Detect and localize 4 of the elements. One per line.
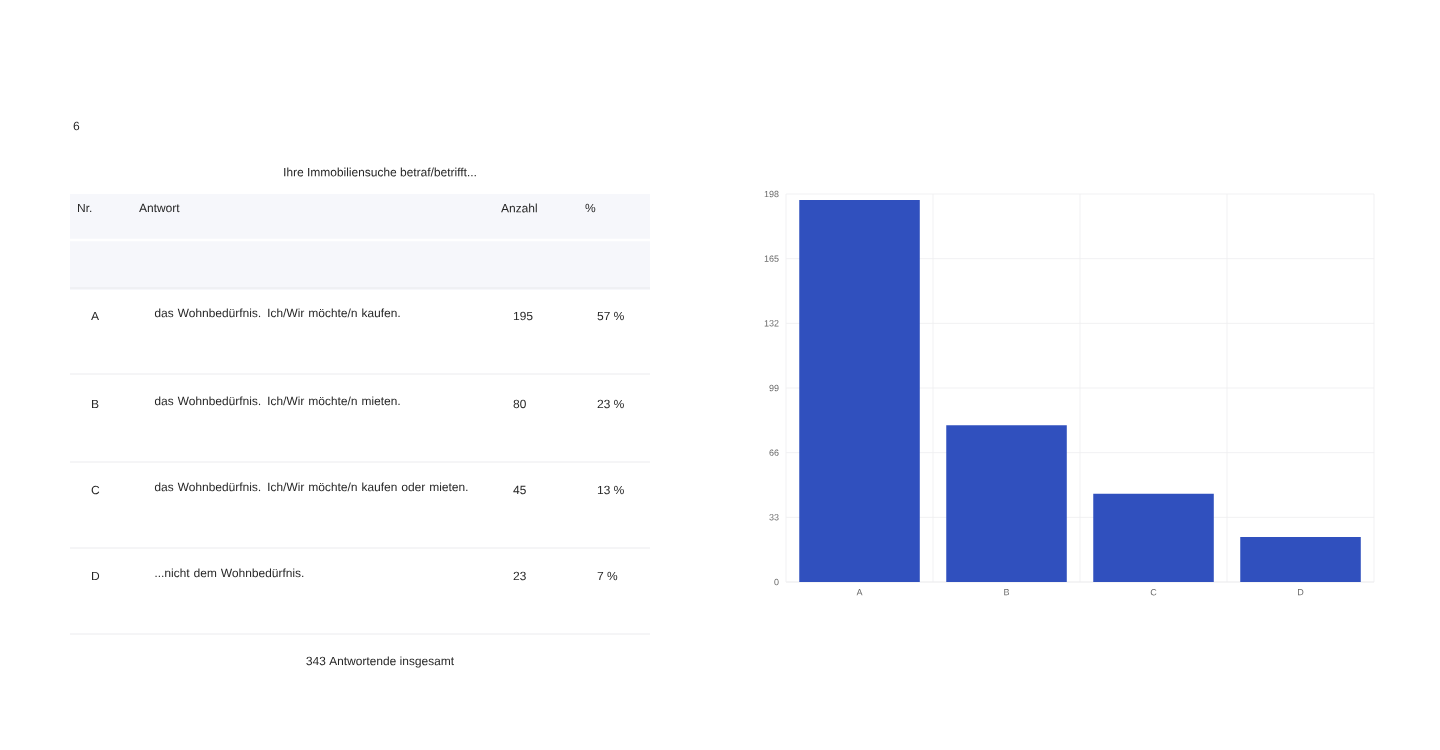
bar xyxy=(1093,493,1214,583)
bar xyxy=(1240,536,1361,583)
bar xyxy=(946,425,1067,583)
bar xyxy=(799,199,920,583)
